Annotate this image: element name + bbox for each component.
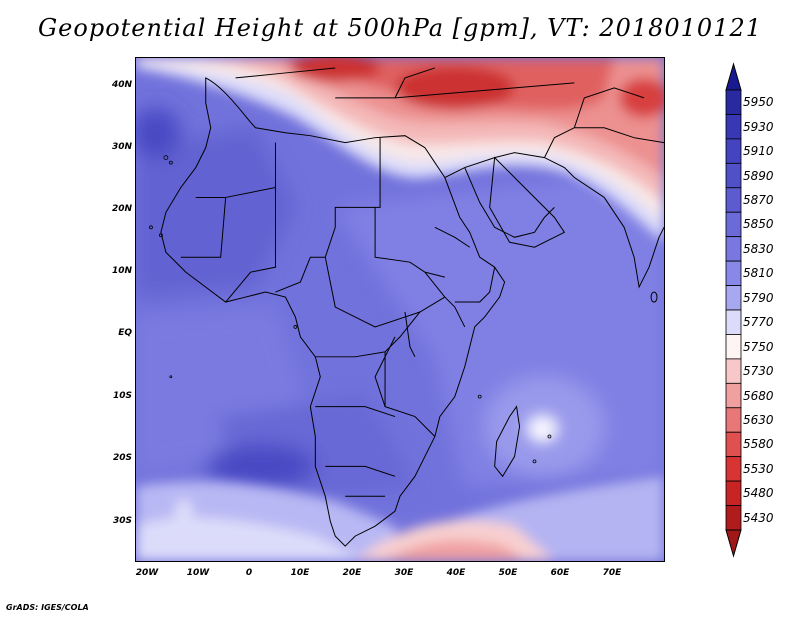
colorbar-label: 5890 bbox=[743, 168, 774, 183]
island-outline bbox=[650, 291, 658, 303]
lat-label: 30S bbox=[112, 516, 132, 526]
colorbar-swatch bbox=[725, 162, 742, 189]
lat-label: 10S bbox=[112, 391, 132, 401]
colorbar-swatch bbox=[725, 358, 742, 384]
colorbar-label: 5480 bbox=[743, 486, 774, 501]
map-title: Geopotential Height at 500hPa [gpm], VT:… bbox=[38, 14, 762, 42]
lat-label: 10N bbox=[111, 266, 132, 276]
lon-label: 40E bbox=[446, 568, 466, 578]
colorbar-swatch bbox=[725, 505, 742, 531]
colorbar-swatch bbox=[725, 456, 742, 482]
field-bands bbox=[136, 107, 664, 507]
lat-label: 20S bbox=[112, 453, 132, 463]
colorbar-label: 5850 bbox=[743, 217, 774, 232]
lon-label: 60E bbox=[550, 568, 570, 578]
colorbar-label: 5630 bbox=[743, 413, 774, 427]
north-band bbox=[136, 58, 664, 243]
colorbar-swatch bbox=[725, 211, 742, 238]
lat-label: 30N bbox=[111, 142, 132, 152]
colorbar-label: 5810 bbox=[743, 266, 774, 281]
colorbar-label: 5910 bbox=[743, 144, 774, 159]
colorbar bbox=[725, 62, 742, 558]
colorbar-label: 5830 bbox=[743, 241, 774, 256]
lat-label: EQ bbox=[118, 328, 132, 338]
islands bbox=[149, 155, 552, 464]
colorbar-swatch bbox=[725, 309, 742, 335]
colorbar-label: 5950 bbox=[743, 95, 774, 110]
colorbar-label: 5870 bbox=[743, 193, 774, 207]
footer-credit: GrADS: IGES/COLA bbox=[6, 603, 89, 612]
madagascar-outline bbox=[494, 405, 521, 478]
colorbar-swatch bbox=[725, 236, 742, 262]
lon-label: 10W bbox=[186, 568, 210, 578]
lon-label: 0 bbox=[245, 568, 253, 578]
lon-label: 10E bbox=[290, 568, 310, 578]
colorbar-label: 5930 bbox=[743, 119, 774, 134]
map-panel bbox=[135, 57, 665, 562]
geopotential-field bbox=[136, 58, 664, 561]
colorbar-label: 5770 bbox=[743, 315, 774, 330]
colorbar-swatch bbox=[725, 480, 742, 506]
colorbar-swatch bbox=[725, 138, 742, 164]
lon-label: 70E bbox=[602, 568, 622, 578]
colorbar-label: 5730 bbox=[743, 364, 774, 379]
colorbar-swatch bbox=[725, 114, 742, 140]
colorbar-swatch bbox=[725, 285, 742, 311]
colorbar-label: 5580 bbox=[743, 437, 774, 452]
colorbar-label: 5680 bbox=[743, 388, 774, 403]
colorbar-swatch bbox=[725, 334, 742, 360]
colorbar-label: 5790 bbox=[743, 290, 774, 305]
colorbar-swatch bbox=[725, 382, 742, 409]
colorbar-label: 5530 bbox=[743, 461, 774, 476]
colorbar-max-arrow bbox=[725, 62, 742, 91]
arabia-outline bbox=[489, 156, 566, 248]
colorbar-min-arrow bbox=[725, 529, 742, 558]
lat-label: 20N bbox=[111, 204, 132, 214]
lon-label: 20E bbox=[342, 568, 362, 578]
lon-label: 20W bbox=[135, 568, 159, 578]
lon-label: 30E bbox=[394, 568, 414, 578]
lon-label: 50E bbox=[498, 568, 518, 578]
colorbar-label: 5750 bbox=[743, 339, 774, 354]
south-band bbox=[136, 412, 664, 561]
colorbar-swatch bbox=[725, 431, 742, 458]
colorbar-swatch bbox=[725, 407, 742, 433]
india-outline bbox=[603, 197, 664, 289]
colorbar-swatch bbox=[725, 89, 742, 115]
colorbar-swatch bbox=[725, 260, 742, 286]
colorbar-swatch bbox=[725, 187, 742, 213]
lat-label: 40N bbox=[111, 80, 132, 90]
country-borders bbox=[160, 67, 664, 547]
colorbar-label: 5430 bbox=[743, 510, 774, 525]
